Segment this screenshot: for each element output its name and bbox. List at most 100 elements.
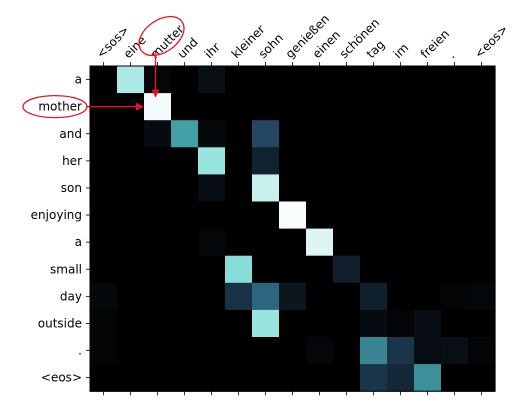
x-tick-label: ihr <box>202 40 223 61</box>
heatmap-cell <box>117 282 145 311</box>
highlight-ellipse-x-token <box>138 15 185 57</box>
heatmap-cell <box>225 201 253 230</box>
heatmap-cell <box>171 120 199 148</box>
heatmap-cell <box>90 282 118 311</box>
heatmap-cell <box>306 282 334 311</box>
heatmap-cell <box>225 66 253 94</box>
y-tick-label: a <box>75 73 82 87</box>
heatmap-cell <box>90 364 118 392</box>
heatmap-cell <box>171 282 199 311</box>
y-tick-label: small <box>50 262 82 276</box>
heatmap-cell <box>117 201 145 230</box>
heatmap-cell <box>360 228 388 257</box>
y-tick-label: her <box>62 154 82 168</box>
heatmap-cell <box>441 201 469 230</box>
heatmap-cell <box>144 174 172 203</box>
heatmap-cell <box>171 147 199 175</box>
heatmap-cell <box>225 93 253 121</box>
heatmap-cell <box>360 282 388 311</box>
x-tick-label: . <box>445 49 458 62</box>
y-tick-label: . <box>78 344 82 358</box>
heatmap-cell <box>360 174 388 203</box>
heatmap-cell <box>171 93 199 121</box>
heatmap-cell <box>468 309 496 338</box>
heatmap-cell <box>333 255 361 284</box>
heatmap-cell <box>387 309 415 338</box>
heatmap-cell <box>252 364 280 392</box>
y-axis-ticks: a mother and her son enjoying a small day outside… <box>31 73 90 385</box>
heatmap-cell <box>198 309 226 338</box>
heatmap-cell <box>333 364 361 392</box>
heatmap-cell <box>171 255 199 284</box>
heatmap-cell <box>360 364 388 392</box>
heatmap-cell <box>279 337 307 365</box>
heatmap-cell <box>171 364 199 392</box>
heatmap-cell <box>414 337 442 365</box>
heatmap-cell <box>198 228 226 257</box>
heatmap-cell <box>279 120 307 148</box>
heatmap-cell <box>225 309 253 338</box>
heatmap-cell <box>306 93 334 121</box>
y-tick-label: and <box>59 127 82 141</box>
highlight-ellipse-y-token <box>22 95 88 119</box>
heatmap-cell <box>117 364 145 392</box>
heatmap-cell <box>306 337 334 365</box>
heatmap-cell <box>333 282 361 311</box>
heatmap-cell <box>279 309 307 338</box>
x-tick-label: tag <box>364 37 388 61</box>
heatmap-cell <box>360 93 388 121</box>
heatmap-cell <box>90 66 118 94</box>
heatmap-cell <box>441 93 469 121</box>
heatmap-cell <box>144 255 172 284</box>
heatmap-cell <box>333 174 361 203</box>
heatmap-cell <box>360 147 388 175</box>
heatmap-cell <box>468 228 496 257</box>
heatmap-cell <box>279 174 307 203</box>
heatmap-cells <box>90 66 496 392</box>
heatmap-cell <box>198 282 226 311</box>
heatmap-cell <box>279 66 307 94</box>
heatmap-cell <box>117 174 145 203</box>
heatmap-cell <box>441 282 469 311</box>
heatmap-cell <box>468 147 496 175</box>
y-tick-label: a <box>75 235 82 249</box>
heatmap-cell <box>468 66 496 94</box>
heatmap-cell <box>441 120 469 148</box>
heatmap-cell <box>441 337 469 365</box>
heatmap-cell <box>117 228 145 257</box>
heatmap-cell <box>468 255 496 284</box>
heatmap-cell <box>387 337 415 365</box>
heatmap-cell <box>333 201 361 230</box>
heatmap-cell <box>279 255 307 284</box>
heatmap-cell <box>252 201 280 230</box>
heatmap-cell <box>387 201 415 230</box>
heatmap-cell <box>333 228 361 257</box>
heatmap-cell <box>144 66 172 94</box>
heatmap-cell <box>252 282 280 311</box>
heatmap-cell <box>90 255 118 284</box>
heatmap-cell <box>144 228 172 257</box>
heatmap-cell <box>333 337 361 365</box>
heatmap-cell <box>468 282 496 311</box>
heatmap-cell <box>144 364 172 392</box>
heatmap-cell <box>144 147 172 175</box>
heatmap-frame <box>89 65 496 392</box>
heatmap-cell <box>117 337 145 365</box>
highlight-annotations <box>22 15 185 119</box>
heatmap-cell <box>414 201 442 230</box>
heatmap-cell <box>198 174 226 203</box>
heatmap-cell <box>387 66 415 94</box>
heatmap-cell <box>90 309 118 338</box>
heatmap-cell <box>90 147 118 175</box>
heatmap-cell <box>333 147 361 175</box>
heatmap-cell <box>306 364 334 392</box>
heatmap-cell <box>414 364 442 392</box>
heatmap-cell <box>306 147 334 175</box>
heatmap-cell <box>441 174 469 203</box>
heatmap-cell <box>414 255 442 284</box>
heatmap-cell <box>279 201 307 230</box>
heatmap-cell <box>252 337 280 365</box>
heatmap-cell <box>225 282 253 311</box>
y-tick-label: <eos> <box>41 371 82 385</box>
x-tick-label: <eos> <box>472 22 511 61</box>
